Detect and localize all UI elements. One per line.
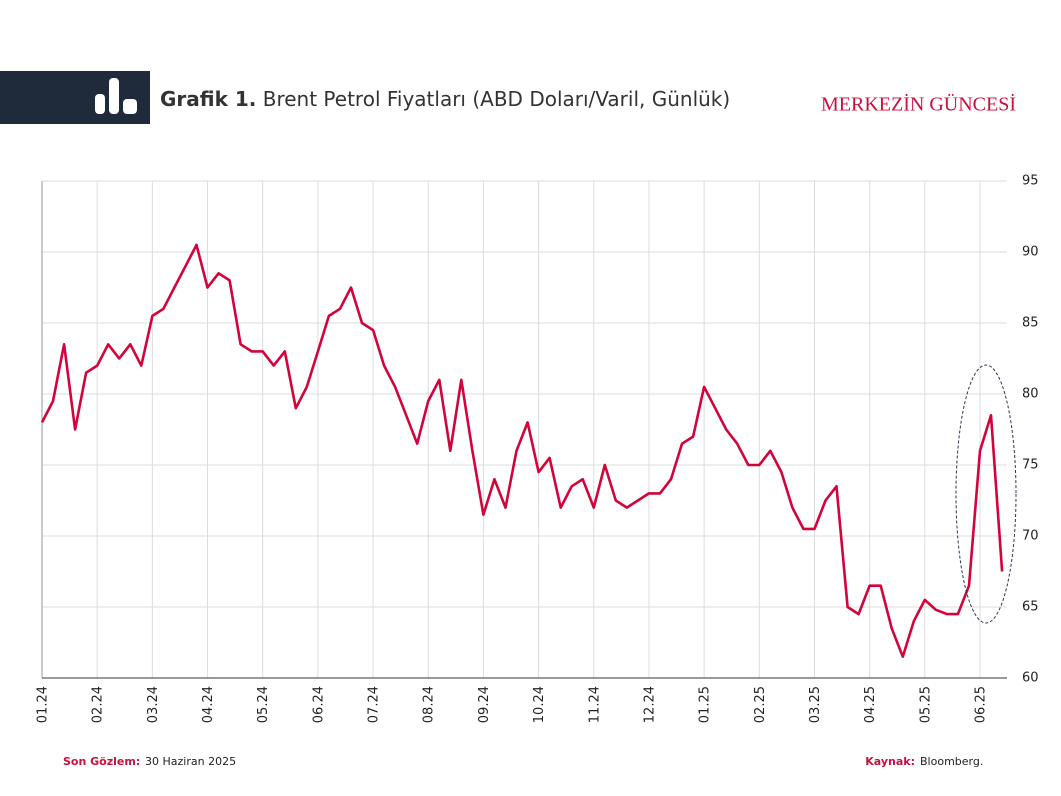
- x-tick-label: 04.24: [201, 686, 216, 723]
- x-tick-label: 11.24: [587, 686, 602, 723]
- x-tick-label: 10.24: [532, 686, 547, 723]
- y-tick-label: 70: [1022, 529, 1039, 544]
- title-label: Grafik 1.: [160, 87, 256, 111]
- x-tick-label: 06.24: [311, 686, 326, 723]
- y-tick-label: 80: [1022, 387, 1039, 402]
- y-tick-label: 85: [1022, 316, 1039, 331]
- chart-icon: [95, 78, 137, 114]
- x-tick-label: 02.25: [753, 686, 768, 723]
- brand: MERKEZİN GÜNCESİ: [821, 93, 1016, 116]
- highlight-ellipse: [955, 364, 1017, 624]
- x-tick-label: 08.24: [422, 686, 437, 723]
- x-tick-label: 01.25: [698, 686, 713, 723]
- obs-value: 30 Haziran 2025: [145, 755, 236, 768]
- x-tick-label: 06.25: [974, 686, 989, 723]
- plot: 60 65 70 75 80 85 90 95 01.24 02.24 03.24 04.24 05.2…: [36, 174, 1039, 724]
- x-tick-label: 03.24: [146, 686, 161, 723]
- x-tick-label: 04.25: [863, 686, 878, 723]
- x-tick-label: 01.24: [36, 686, 51, 723]
- x-tick-label: 12.24: [642, 686, 657, 723]
- x-tick-label: 09.24: [477, 686, 492, 723]
- x-tick-label: 07.24: [367, 686, 382, 723]
- price-line: [40, 243, 1004, 658]
- x-tick-label: 02.24: [91, 686, 106, 723]
- y-tick-label: 95: [1022, 174, 1039, 189]
- obs-label: Son Gözlem:: [63, 755, 140, 768]
- title-text: Brent Petrol Fiyatları (ABD Doları/Varil…: [263, 87, 730, 111]
- y-tick-label: 65: [1022, 600, 1039, 615]
- chart-title: Grafik 1. Brent Petrol Fiyatları (ABD Do…: [160, 87, 730, 111]
- y-tick-label: 75: [1022, 458, 1039, 473]
- y-tick-label: 60: [1022, 671, 1039, 686]
- header-band: [0, 71, 150, 124]
- x-tick-label: 03.25: [808, 686, 823, 723]
- y-tick-label: 90: [1022, 245, 1039, 260]
- x-tick-label: 05.25: [918, 686, 933, 723]
- source-label: Kaynak:: [865, 755, 915, 768]
- x-tick-label: 05.24: [256, 686, 271, 723]
- source-value: Bloomberg.: [920, 755, 983, 768]
